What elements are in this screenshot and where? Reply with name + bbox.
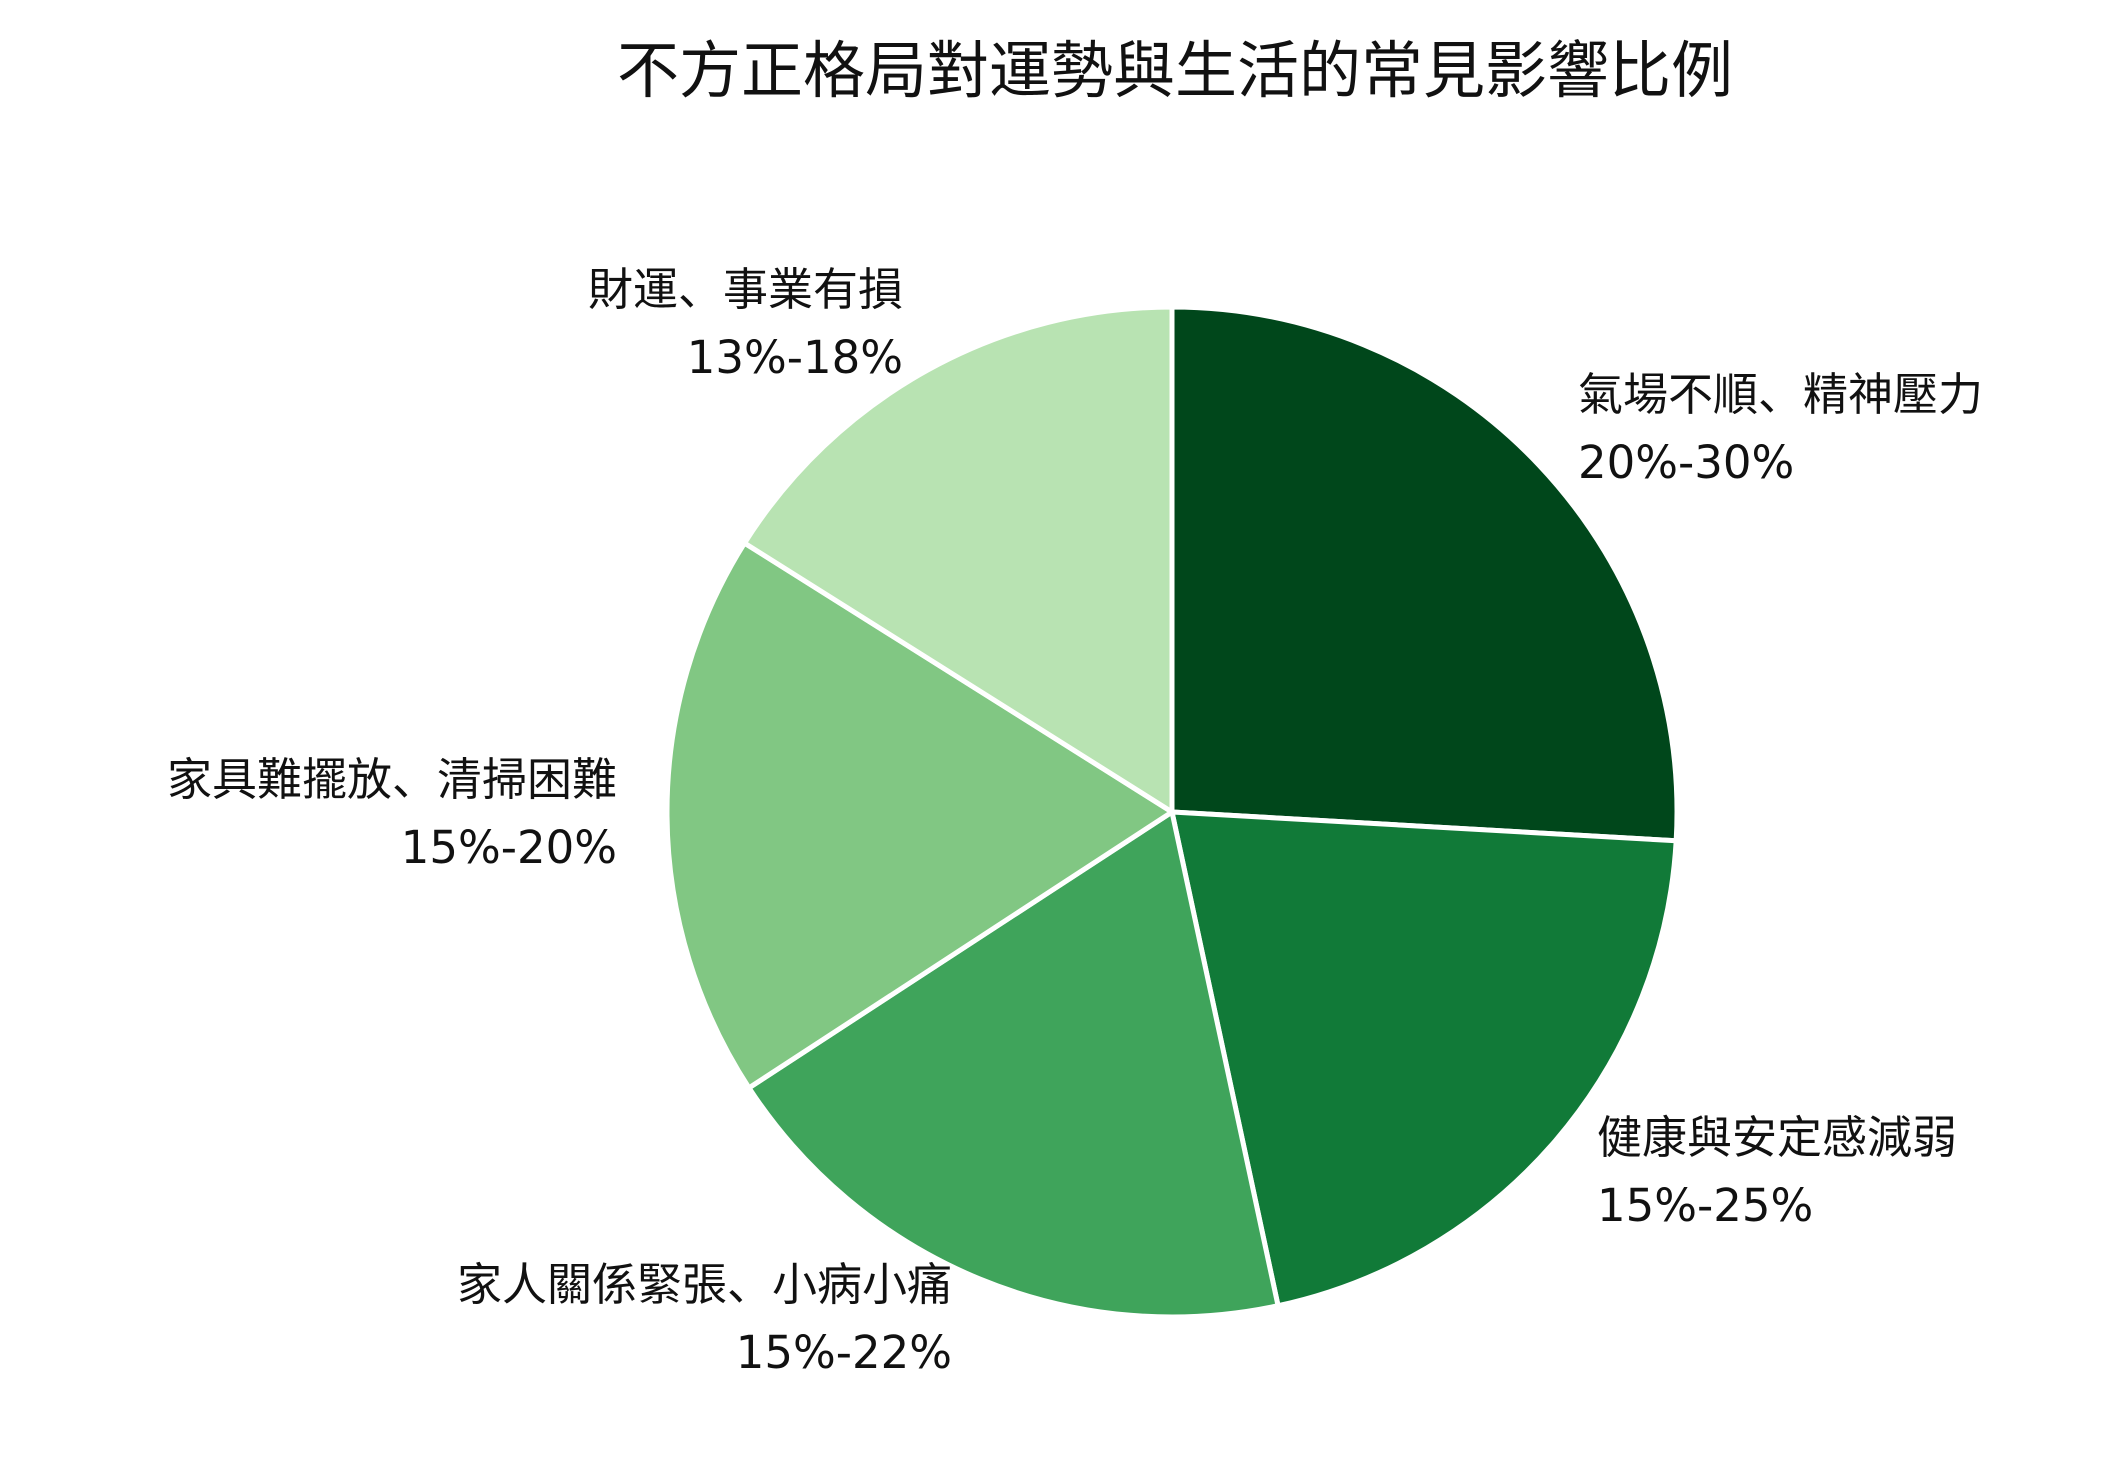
chart-title: 不方正格局對運勢與生活的常見影響比例 <box>617 34 1733 107</box>
pie-slice-4 <box>664 539 1177 1092</box>
slice-range-1: 20%-30% <box>1578 436 1794 489</box>
slice-label-2: 健康與安定感減弱 <box>1597 1111 1957 1164</box>
slice-label-3: 家人關係緊張、小病小痛 <box>457 1258 952 1311</box>
slice-label-5: 財運、事業有損 <box>588 263 903 316</box>
pie-slice-1 <box>1169 304 1680 844</box>
pie-slice-2 <box>1168 809 1679 1309</box>
pie-slice-5 <box>741 304 1175 817</box>
slice-range-3: 15%-22% <box>736 1326 952 1379</box>
slices-group <box>664 304 1680 1320</box>
pie-slice-3 <box>745 807 1282 1320</box>
slice-label-4: 家具難擺放、清掃困難 <box>167 753 617 806</box>
slice-range-5: 13%-18% <box>687 331 903 384</box>
slice-label-1: 氣場不順、精神壓力 <box>1578 368 1983 421</box>
slice-range-2: 15%-25% <box>1597 1179 1813 1232</box>
slice-range-4: 15%-20% <box>401 821 617 874</box>
labels-group: 氣場不順、精神壓力 20%-30% 健康與安定感減弱 15%-25% 家人關係緊張、小病… <box>167 263 1983 1379</box>
